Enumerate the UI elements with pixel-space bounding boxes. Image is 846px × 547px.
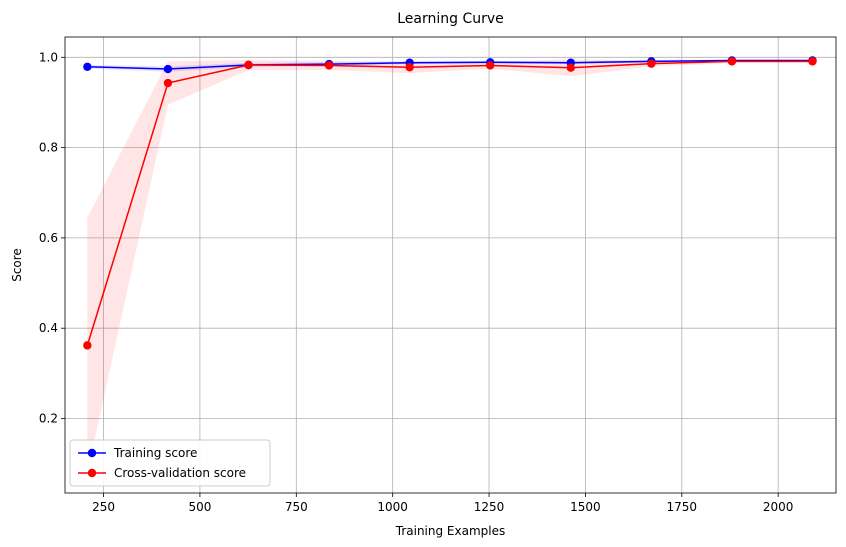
series-line-0: [87, 59, 813, 70]
confidence-band-0: [87, 59, 813, 72]
x-axis-ticks: 250 500 750 1000 1250 1500 1750 2000: [92, 493, 793, 514]
plot-frame: [64, 36, 837, 494]
y-axis-label: Score: [10, 248, 24, 282]
legend: Training score Cross-validation score: [69, 439, 271, 487]
data-point: [163, 78, 173, 88]
y-axis-ticks: 0.2 0.4 0.6 0.8 1.0: [39, 50, 65, 426]
confidence-band-1: [87, 59, 813, 473]
series-line-1: [86, 60, 813, 346]
x-tick-label: 1500: [570, 500, 601, 514]
legend-box: [69, 439, 271, 487]
y-tick-label: 0.4: [39, 321, 58, 335]
x-axis-label: Training Examples: [395, 524, 505, 538]
data-point: [727, 57, 737, 66]
data-point: [566, 63, 575, 72]
series-points: [83, 56, 817, 350]
legend-marker-1: [87, 468, 97, 478]
y-tick-label: 0.6: [39, 231, 58, 245]
confidence-bands: [87, 59, 813, 473]
legend-marker-0: [87, 448, 97, 458]
data-point: [647, 59, 656, 68]
legend-label-0: Training score: [113, 446, 197, 460]
x-tick-label: 750: [285, 500, 308, 514]
x-tick-label: 1250: [474, 500, 505, 514]
data-point: [808, 57, 817, 66]
y-tick-label: 0.8: [39, 141, 58, 155]
x-tick-label: 250: [92, 500, 115, 514]
x-tick-label: 1000: [377, 500, 408, 514]
legend-label-1: Cross-validation score: [114, 466, 246, 480]
data-point: [83, 341, 92, 350]
series-lines: [86, 59, 813, 346]
chart-title: Learning Curve: [397, 11, 504, 27]
data-point: [83, 62, 92, 71]
y-tick-label: 1.0: [39, 50, 58, 64]
x-tick-label: 500: [188, 500, 211, 514]
grid-lines: [65, 37, 836, 493]
y-tick-label: 0.2: [39, 412, 58, 426]
data-point: [324, 61, 334, 70]
data-point: [244, 60, 253, 70]
data-point: [405, 63, 414, 72]
x-tick-label: 2000: [763, 500, 794, 514]
data-point: [163, 64, 173, 74]
data-point: [486, 61, 495, 70]
x-tick-label: 1750: [667, 500, 698, 514]
